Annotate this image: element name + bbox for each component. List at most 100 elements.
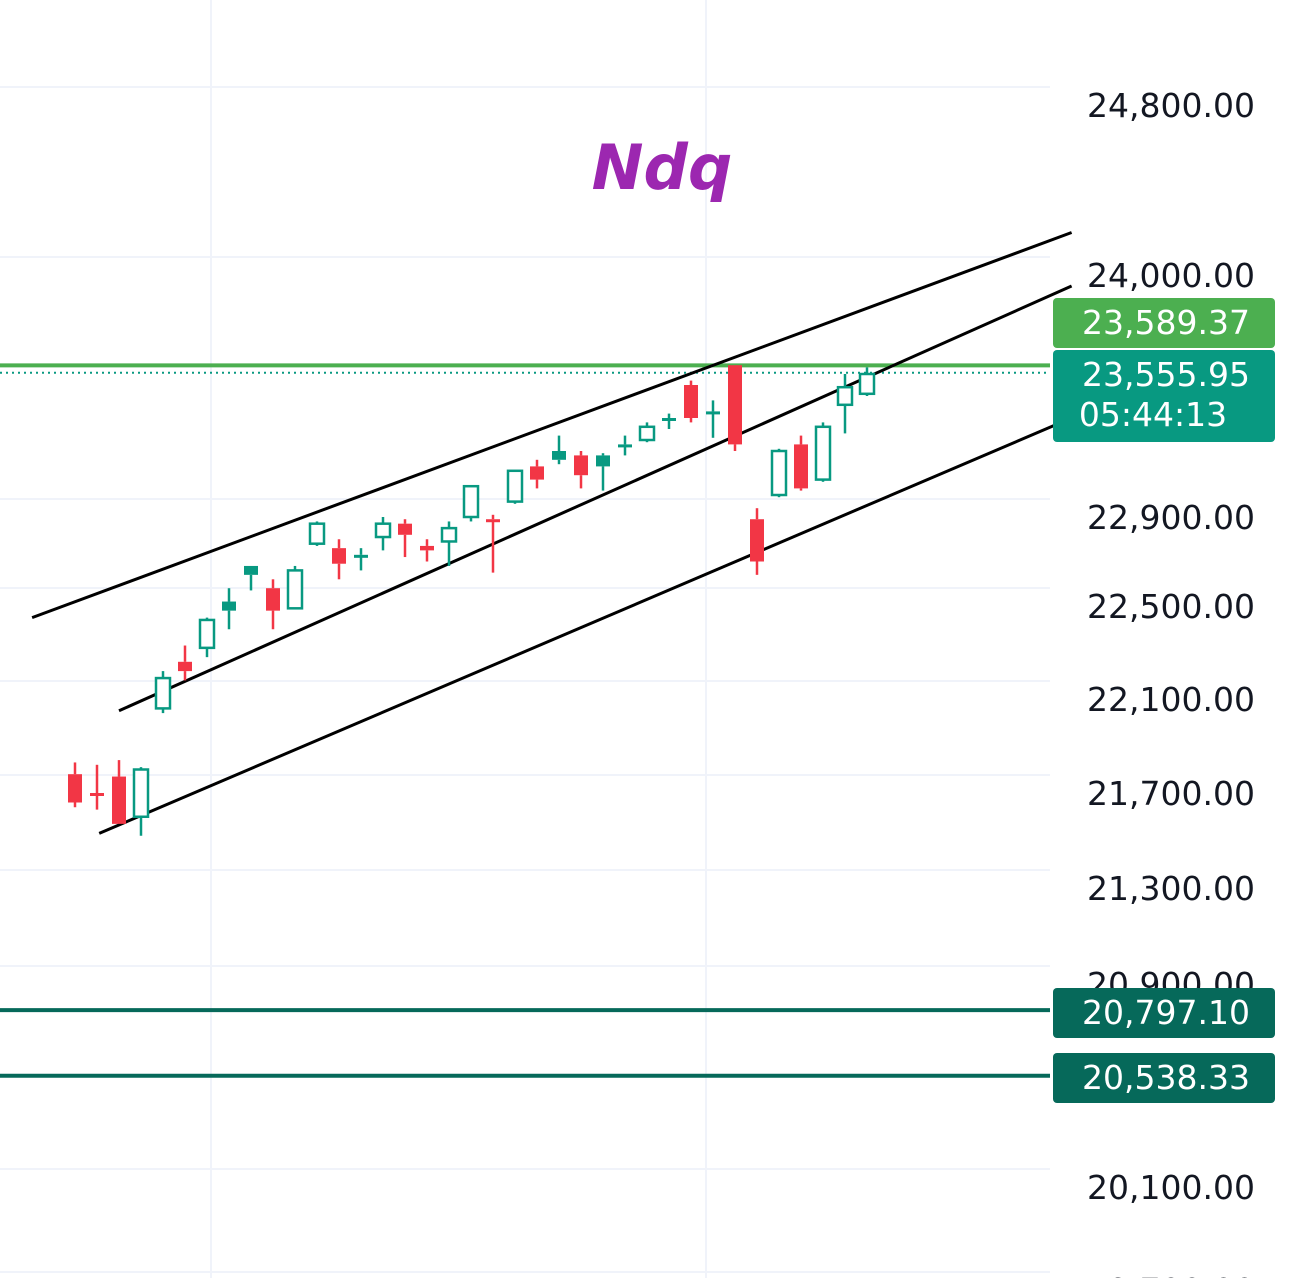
price-tag: 23,589.37: [1053, 298, 1275, 348]
price-tag: 20,797.10: [1053, 988, 1275, 1038]
candles: [68, 365, 876, 836]
candle-body: [332, 548, 346, 564]
axis-tick-label: 22,100.00: [1087, 680, 1255, 719]
candle[interactable]: [858, 367, 876, 396]
candle[interactable]: [662, 413, 676, 429]
candle[interactable]: [596, 453, 610, 491]
candle-body: [836, 385, 854, 407]
trendline-1[interactable]: [118, 284, 1073, 713]
candle[interactable]: [486, 514, 500, 573]
grid-lines: [0, 0, 1050, 1278]
candle-body: [112, 776, 126, 824]
axis-tick-label: 20,100.00: [1087, 1168, 1255, 1207]
candle[interactable]: [222, 588, 236, 630]
candle-body: [486, 519, 500, 523]
axis-tick-label: 21,700.00: [1087, 774, 1255, 813]
candle[interactable]: [814, 422, 832, 482]
trendlines: [31, 231, 1073, 835]
candle-body: [770, 449, 788, 497]
candle-body: [132, 768, 150, 818]
candle-body: [574, 455, 588, 476]
candle[interactable]: [374, 517, 392, 551]
price-tag-background: [1053, 988, 1275, 1038]
candle[interactable]: [618, 435, 632, 456]
candle[interactable]: [750, 508, 764, 575]
candle-body: [398, 523, 412, 535]
candle[interactable]: [728, 365, 742, 451]
candle[interactable]: [132, 767, 150, 836]
candle-body: [198, 618, 216, 650]
axis-tick-label: 24,000.00: [1087, 256, 1255, 295]
candle[interactable]: [706, 400, 720, 438]
candle[interactable]: [836, 374, 854, 434]
candle-body: [354, 554, 368, 558]
candle-body: [814, 425, 832, 481]
price-tag-value: 23,555.95: [1082, 355, 1250, 394]
candle[interactable]: [90, 764, 104, 810]
candle[interactable]: [420, 539, 434, 562]
candle[interactable]: [794, 435, 808, 491]
axis-tick-label: 24,800.00: [1087, 86, 1255, 125]
price-tag-background: [1053, 298, 1275, 348]
price-tag-value: 20,538.33: [1082, 1058, 1250, 1097]
candle-body: [462, 484, 480, 519]
candle-body: [266, 588, 280, 611]
candle-body: [858, 372, 876, 396]
price-tag-value: 23,589.37: [1082, 303, 1250, 342]
candle[interactable]: [684, 380, 698, 423]
candle[interactable]: [178, 645, 192, 681]
axis-tick-label: 21,300.00: [1087, 869, 1255, 908]
candle[interactable]: [462, 484, 480, 522]
candle-body: [662, 418, 676, 421]
candle[interactable]: [552, 435, 566, 465]
candle-body: [374, 522, 392, 539]
candle[interactable]: [244, 565, 258, 591]
candle-body: [244, 565, 258, 575]
trendline-2[interactable]: [98, 416, 1073, 835]
candle[interactable]: [440, 521, 458, 566]
candle[interactable]: [770, 448, 788, 498]
price-tag-countdown: 05:44:13: [1079, 395, 1227, 434]
candle-body: [618, 444, 632, 448]
axis-tick-label: 19,700.00: [1087, 1271, 1255, 1278]
price-tag: 20,538.33: [1053, 1053, 1275, 1103]
trendline-0[interactable]: [31, 231, 1073, 620]
candle[interactable]: [638, 422, 656, 443]
candle-body: [684, 385, 698, 418]
candle-body: [552, 451, 566, 460]
axis-tick-label: 22,900.00: [1087, 498, 1255, 537]
candle[interactable]: [286, 565, 304, 610]
candle[interactable]: [506, 469, 524, 504]
candle[interactable]: [266, 579, 280, 630]
candle-body: [506, 469, 524, 503]
horizontal-levels: [0, 363, 1050, 1078]
candle[interactable]: [574, 451, 588, 489]
candle[interactable]: [530, 459, 544, 489]
candle-body: [68, 774, 82, 803]
candle[interactable]: [112, 760, 126, 824]
candle-body: [638, 425, 656, 442]
candle-body: [178, 661, 192, 672]
candle[interactable]: [354, 548, 368, 571]
candle-body: [308, 522, 326, 545]
candle[interactable]: [398, 519, 412, 558]
candle-body: [222, 601, 236, 611]
candle-body: [706, 411, 720, 415]
candle[interactable]: [154, 671, 172, 714]
candle[interactable]: [308, 521, 326, 546]
chart-title: Ndq: [592, 131, 733, 204]
candle-body: [440, 526, 458, 543]
candle-body: [728, 365, 742, 445]
candle[interactable]: [68, 762, 82, 808]
candle-body: [420, 545, 434, 551]
candle[interactable]: [198, 617, 216, 658]
candle-body: [794, 444, 808, 489]
price-axis[interactable]: 24,800.00 24,000.00 22,900.00 22,500.00 22,1…: [1087, 86, 1255, 1278]
price-tag-background: [1053, 350, 1275, 442]
candle[interactable]: [332, 539, 346, 580]
candle-body: [596, 455, 610, 467]
